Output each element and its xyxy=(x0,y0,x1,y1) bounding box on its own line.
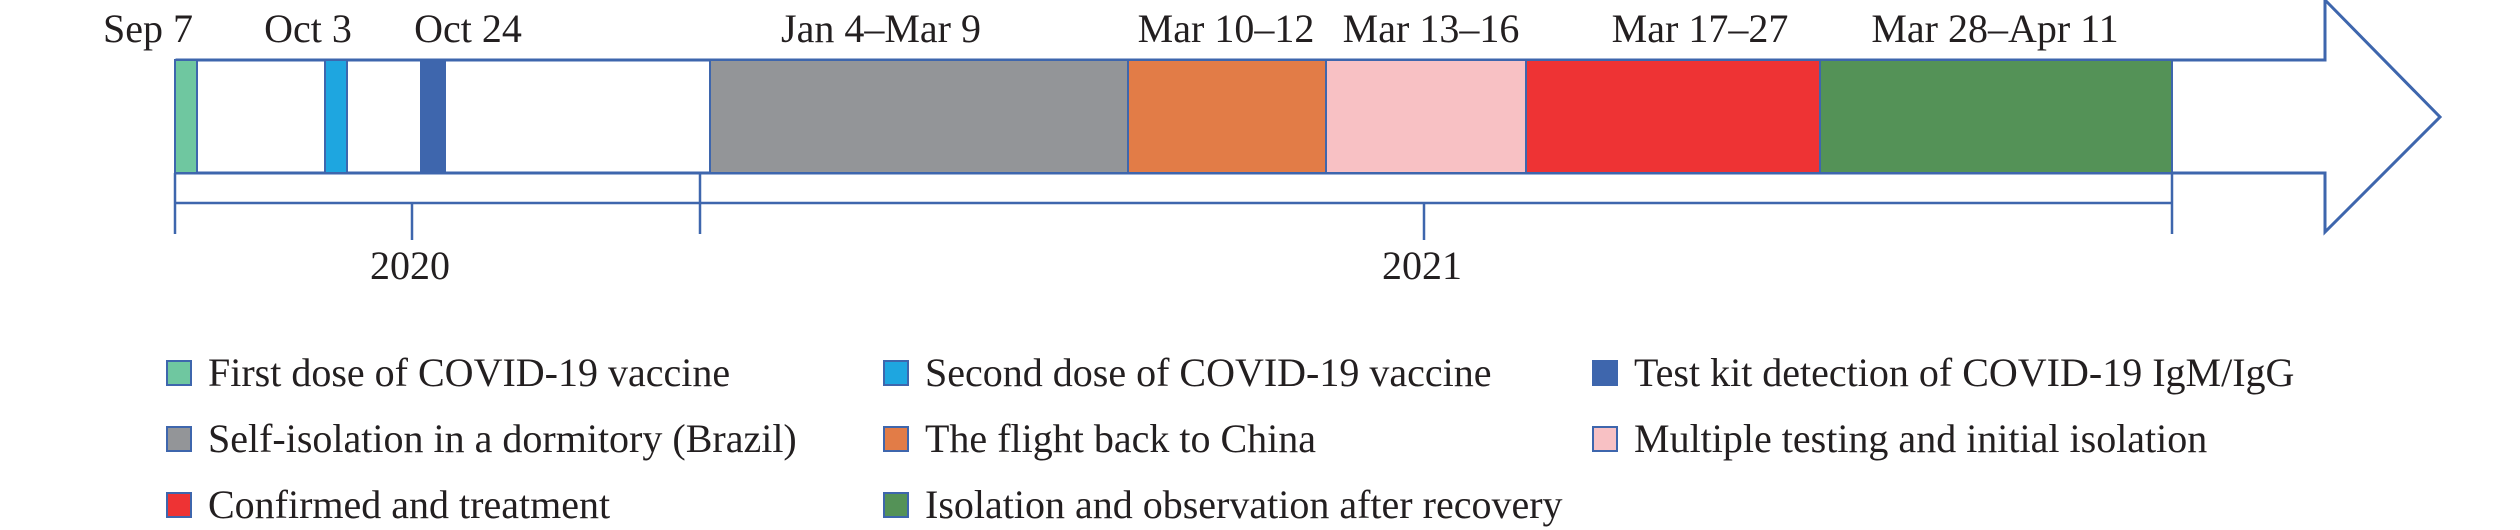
legend-item-flight: The flight back to China xyxy=(883,414,1316,464)
legend-swatch-second-dose xyxy=(883,360,909,386)
event-label-test-kit: Oct 24 xyxy=(414,6,522,51)
event-label-isolation-after: Mar 28–Apr 11 xyxy=(1871,6,2118,51)
year-label-2020: 2020 xyxy=(370,243,450,288)
legend-label-confirmed: Confirmed and treatment xyxy=(208,482,611,527)
legend-item-multiple-testing: Multiple testing and initial isolation xyxy=(1592,414,2207,464)
legend-label-second-dose: Second dose of COVID-19 vaccine xyxy=(925,350,1492,395)
event-label-multiple-testing: Mar 13–16 xyxy=(1343,6,1520,51)
event-box-second-dose xyxy=(324,59,348,174)
legend-item-first-dose: First dose of COVID-19 vaccine xyxy=(166,348,730,398)
event-label-self-isolation: Jan 4–Mar 9 xyxy=(781,6,981,51)
event-box-flight xyxy=(1127,59,1327,174)
event-label-flight: Mar 10–12 xyxy=(1138,6,1315,51)
event-box-test-kit xyxy=(420,59,446,174)
event-box-multiple-testing xyxy=(1325,59,1527,174)
legend-swatch-first-dose xyxy=(166,360,192,386)
legend-swatch-flight xyxy=(883,426,909,452)
legend-swatch-test-kit xyxy=(1592,360,1618,386)
legend-label-self-isolation: Self-isolation in a dormitory (Brazil) xyxy=(208,416,797,461)
legend-label-test-kit: Test kit detection of COVID-19 IgM/IgG xyxy=(1634,350,2295,395)
event-box-self-isolation xyxy=(709,59,1129,174)
event-label-first-dose: Sep 7 xyxy=(103,6,193,51)
legend-item-confirmed: Confirmed and treatment xyxy=(166,480,610,530)
legend-label-isolation-after: Isolation and observation after recovery xyxy=(925,482,1563,527)
legend-item-self-isolation: Self-isolation in a dormitory (Brazil) xyxy=(166,414,797,464)
legend-swatch-multiple-testing xyxy=(1592,426,1618,452)
legend-item-test-kit: Test kit detection of COVID-19 IgM/IgG xyxy=(1592,348,2294,398)
legend-label-multiple-testing: Multiple testing and initial isolation xyxy=(1634,416,2208,461)
legend-swatch-isolation-after xyxy=(883,492,909,518)
event-label-second-dose: Oct 3 xyxy=(264,6,352,51)
legend-item-isolation-after: Isolation and observation after recovery xyxy=(883,480,1563,530)
year-label-2021: 2021 xyxy=(1382,243,1462,288)
event-box-isolation-after xyxy=(1819,59,2173,174)
event-box-first-dose xyxy=(174,59,198,174)
legend-item-second-dose: Second dose of COVID-19 vaccine xyxy=(883,348,1492,398)
legend-swatch-confirmed xyxy=(166,492,192,518)
legend-swatch-self-isolation xyxy=(166,426,192,452)
legend-label-first-dose: First dose of COVID-19 vaccine xyxy=(208,350,731,395)
event-box-confirmed xyxy=(1525,59,1821,174)
legend-label-flight: The flight back to China xyxy=(925,416,1317,461)
event-label-confirmed: Mar 17–27 xyxy=(1612,6,1789,51)
